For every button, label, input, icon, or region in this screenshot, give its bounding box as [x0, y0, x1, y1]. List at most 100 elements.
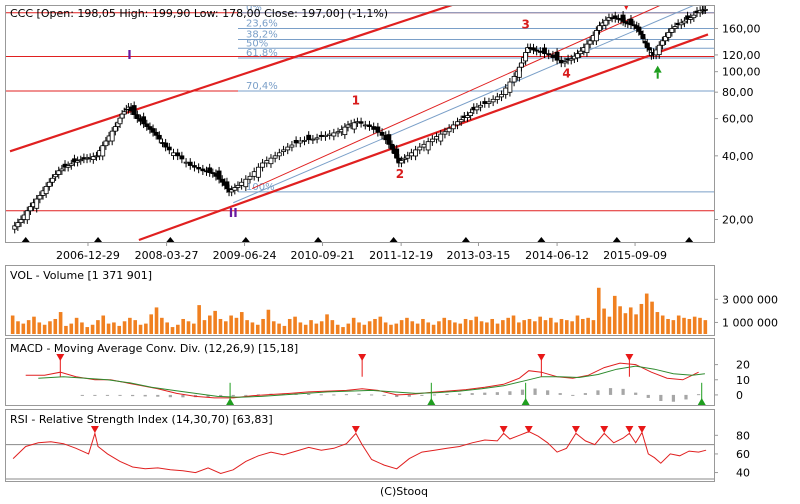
macd-histogram-bar	[231, 394, 235, 397]
volume-bar	[229, 315, 233, 334]
period-marker-icon	[21, 237, 30, 242]
volume-bar	[469, 320, 473, 334]
volume-bar	[223, 321, 228, 334]
volume-bar	[239, 312, 244, 334]
candle-body	[109, 130, 115, 142]
volume-bar	[80, 322, 84, 334]
macd-histogram-bar	[495, 392, 499, 395]
x-tick-label: 2008-03-27	[135, 249, 199, 262]
volume-bar	[186, 321, 191, 334]
buy-arrow-icon	[653, 65, 662, 73]
candle-body	[235, 184, 241, 188]
macd-buy-marker-icon	[226, 398, 235, 405]
volume-bar	[682, 317, 686, 334]
volume-bar	[655, 312, 660, 334]
macd-y-tick-label: 20	[736, 359, 750, 372]
volume-bar	[64, 325, 68, 334]
volume-bar	[357, 322, 361, 334]
candle-body	[603, 19, 609, 26]
period-marker-icon	[685, 237, 694, 242]
trend-line	[233, 6, 694, 204]
volume-bar	[319, 321, 324, 334]
volume-bar	[325, 314, 329, 334]
volume-bar	[170, 327, 175, 334]
volume-bar	[362, 324, 367, 334]
macd-sell-marker-icon	[358, 354, 367, 361]
volume-bar	[421, 318, 425, 334]
candle-body	[425, 141, 431, 151]
candle-body	[672, 26, 678, 29]
volume-bar	[458, 323, 463, 334]
candle-body	[50, 177, 55, 183]
volume-bar	[378, 316, 383, 334]
candle-body	[43, 186, 49, 195]
candle-body	[150, 128, 156, 133]
volume-bar	[623, 313, 628, 334]
volume-bar	[490, 318, 495, 334]
volume-bar	[591, 320, 596, 334]
candle-body	[171, 152, 176, 156]
candle-body	[306, 134, 312, 141]
volume-bar	[389, 324, 393, 334]
candle-body	[134, 114, 140, 119]
volume-bar	[314, 323, 319, 334]
candle-body	[310, 138, 316, 141]
candle-body	[260, 162, 265, 168]
candle-body	[575, 53, 580, 59]
candle-body	[660, 40, 665, 46]
period-marker-icon	[314, 237, 323, 242]
candle-body	[272, 155, 278, 159]
price-y-tick-label: 20,00	[722, 214, 754, 227]
macd-histogram-bar	[571, 394, 575, 396]
candle-body	[90, 156, 96, 161]
macd-histogram-bar	[558, 393, 562, 395]
candle-body	[394, 148, 400, 159]
price-y-tick-label: 40,00	[722, 150, 754, 163]
macd-buy-marker-icon	[427, 398, 436, 405]
macd-histogram-bar	[357, 393, 361, 395]
volume-bar	[293, 316, 297, 334]
candle-body	[119, 113, 125, 119]
candle-body	[232, 187, 238, 191]
candle-body	[542, 47, 547, 55]
candle-body	[587, 40, 593, 45]
volume-bar	[176, 324, 180, 334]
rsi-y-tick-label: 80	[736, 429, 750, 442]
volume-bar	[26, 320, 31, 334]
candle-body	[28, 206, 33, 212]
macd-histogram-bar	[369, 394, 374, 396]
volume-bar	[271, 321, 276, 334]
volume-bar	[660, 315, 665, 334]
candle-body	[141, 116, 147, 125]
macd-histogram-bar	[332, 394, 336, 396]
candle-body	[75, 160, 80, 163]
volume-bar	[213, 310, 217, 334]
price-y-tick-label: 100,00	[722, 66, 761, 79]
macd-histogram-bar	[407, 394, 411, 397]
volume-bar	[666, 318, 670, 334]
mid-channel-line	[251, 6, 661, 190]
candle-body	[450, 124, 456, 130]
sell-arrow-icon	[624, 6, 629, 10]
candle-body	[409, 152, 414, 157]
volume-bar	[197, 305, 201, 334]
rsi-sell-marker-icon	[351, 426, 360, 433]
volume-bar	[565, 320, 569, 334]
macd-histogram-bar	[621, 388, 625, 395]
x-tick-label: 2014-06-12	[525, 249, 589, 262]
candle-body	[147, 126, 153, 130]
rsi-y-tick-label: 40	[736, 467, 750, 480]
macd-histogram-bar	[483, 392, 487, 395]
candle-body	[276, 152, 282, 157]
candle-body	[345, 124, 351, 128]
candle-body	[678, 22, 684, 26]
volume-bar	[628, 307, 633, 334]
rsi-y-tick-label: 60	[736, 448, 750, 461]
macd-y-tick-label: 10	[736, 374, 750, 387]
volume-bar	[580, 318, 585, 334]
candle-body	[121, 111, 127, 115]
candle-body	[474, 106, 480, 111]
macd-histogram-bar	[307, 394, 311, 395]
volume-bar	[644, 293, 649, 334]
